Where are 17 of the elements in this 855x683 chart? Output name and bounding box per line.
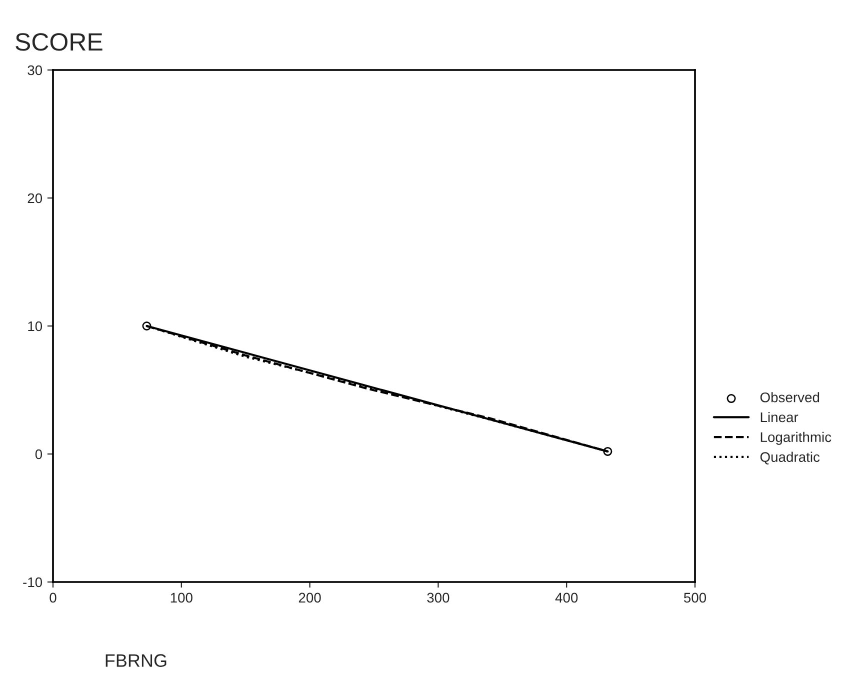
y-tick-label: 20 [28,193,42,204]
x-axis-title: FBRNG [106,654,166,667]
y-tick-label: 30 [28,65,42,76]
legend-label: Linear [760,412,798,422]
legend-label: Quadratic [760,452,820,464]
legend-label: Observed [760,392,820,402]
x-tick-label: 500 [684,592,706,603]
chart-title: SCORE [16,33,102,51]
x-tick-label: 400 [555,592,578,603]
x-tick-label: 200 [298,592,321,603]
x-tick-label: 100 [170,592,192,603]
y-tick-label: -10 [23,577,42,588]
x-tick-label: 300 [427,592,450,603]
y-tick-label: 0 [35,449,42,460]
legend-label: Logarithmic [760,432,832,445]
y-tick-label: 10 [28,321,42,332]
x-tick-label: 0 [50,592,56,603]
